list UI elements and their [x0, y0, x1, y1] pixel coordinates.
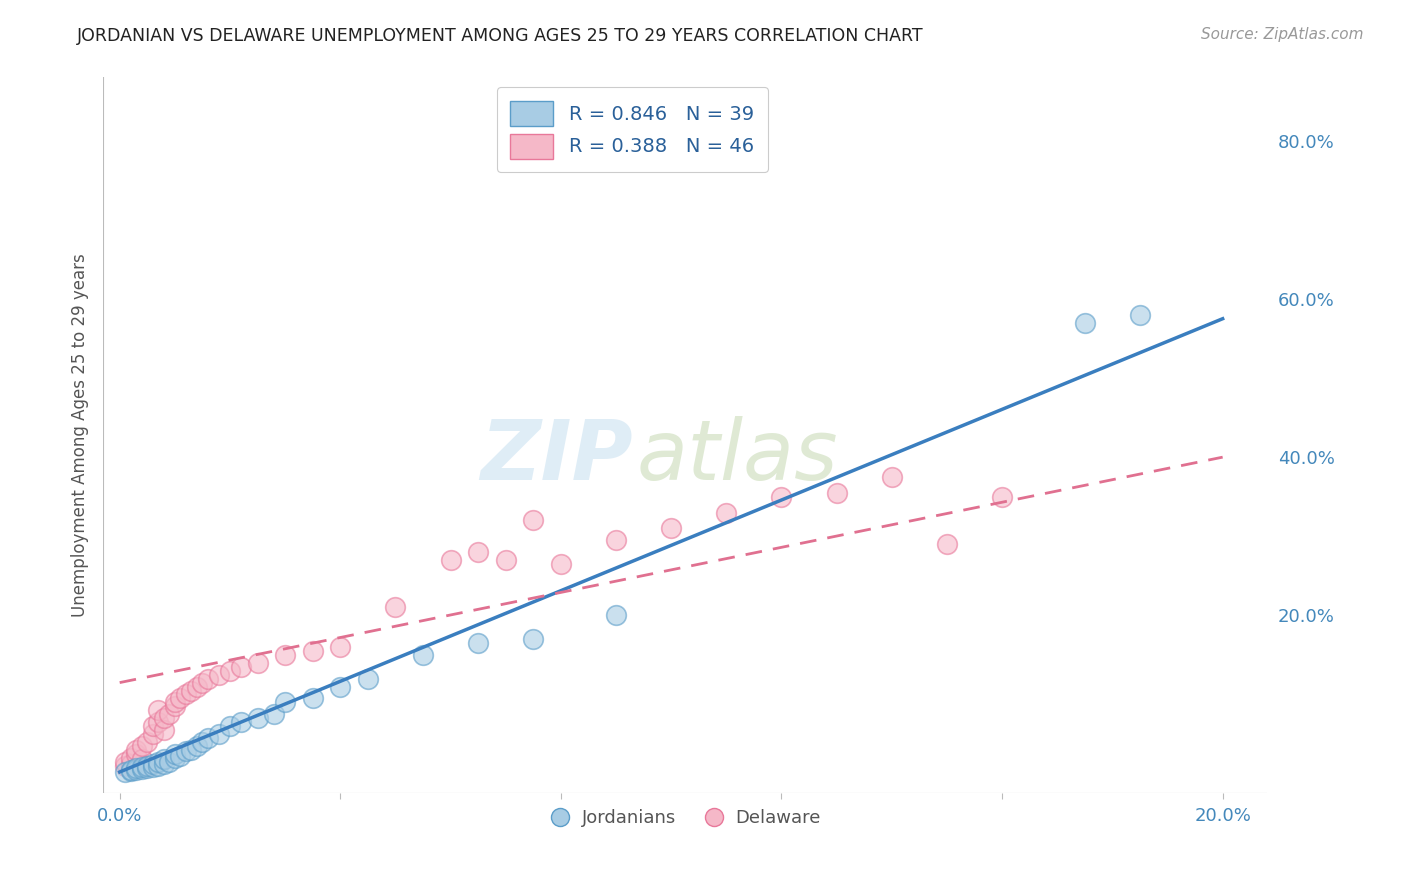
Point	[148, 755, 170, 769]
Point	[131, 762, 153, 776]
Point	[136, 758, 159, 772]
Point	[131, 760, 153, 774]
Point	[131, 739, 153, 753]
Point	[329, 680, 352, 694]
Point	[716, 506, 738, 520]
Point	[191, 735, 214, 749]
Point	[174, 688, 197, 702]
Point	[152, 757, 174, 772]
Point	[125, 764, 148, 778]
Point	[169, 749, 191, 764]
Point	[263, 707, 285, 722]
Point	[163, 695, 186, 709]
Point	[219, 664, 242, 678]
Point	[229, 660, 252, 674]
Point	[301, 644, 323, 658]
Point	[120, 763, 142, 777]
Point	[197, 731, 219, 745]
Point	[142, 757, 165, 772]
Point	[152, 723, 174, 737]
Point	[125, 761, 148, 775]
Point	[522, 513, 544, 527]
Point	[770, 490, 793, 504]
Point	[186, 680, 208, 694]
Point	[1074, 316, 1097, 330]
Point	[935, 537, 957, 551]
Point	[208, 667, 231, 681]
Point	[148, 703, 170, 717]
Point	[174, 744, 197, 758]
Point	[180, 683, 202, 698]
Point	[148, 715, 170, 730]
Point	[274, 648, 297, 662]
Text: atlas: atlas	[636, 417, 838, 498]
Point	[1129, 308, 1152, 322]
Point	[208, 727, 231, 741]
Point	[120, 764, 142, 779]
Point	[197, 672, 219, 686]
Point	[163, 699, 186, 714]
Point	[180, 743, 202, 757]
Point	[136, 758, 159, 772]
Point	[157, 707, 180, 722]
Point	[357, 672, 380, 686]
Text: Source: ZipAtlas.com: Source: ZipAtlas.com	[1201, 27, 1364, 42]
Point	[412, 648, 434, 662]
Point	[157, 755, 180, 769]
Point	[219, 719, 242, 733]
Text: JORDANIAN VS DELAWARE UNEMPLOYMENT AMONG AGES 25 TO 29 YEARS CORRELATION CHART: JORDANIAN VS DELAWARE UNEMPLOYMENT AMONG…	[77, 27, 924, 45]
Point	[131, 752, 153, 766]
Point	[142, 727, 165, 741]
Point	[125, 747, 148, 761]
Point	[136, 761, 159, 775]
Point	[120, 750, 142, 764]
Point	[384, 600, 406, 615]
Point	[274, 695, 297, 709]
Point	[467, 545, 489, 559]
Point	[301, 691, 323, 706]
Point	[659, 521, 682, 535]
Point	[439, 553, 461, 567]
Point	[605, 608, 627, 623]
Text: ZIP: ZIP	[479, 417, 633, 498]
Point	[142, 719, 165, 733]
Point	[991, 490, 1014, 504]
Point	[163, 750, 186, 764]
Point	[329, 640, 352, 654]
Point	[120, 757, 142, 772]
Point	[114, 758, 136, 772]
Point	[136, 735, 159, 749]
Point	[495, 553, 517, 567]
Point	[114, 764, 136, 779]
Point	[169, 691, 191, 706]
Point	[186, 739, 208, 753]
Point	[142, 760, 165, 774]
Point	[148, 758, 170, 772]
Point	[152, 711, 174, 725]
Point	[114, 755, 136, 769]
Point	[605, 533, 627, 548]
Y-axis label: Unemployment Among Ages 25 to 29 years: Unemployment Among Ages 25 to 29 years	[72, 253, 89, 617]
Point	[191, 675, 214, 690]
Point	[880, 470, 903, 484]
Point	[550, 557, 572, 571]
Point	[522, 632, 544, 646]
Point	[229, 715, 252, 730]
Legend: Jordanians, Delaware: Jordanians, Delaware	[541, 802, 828, 834]
Point	[467, 636, 489, 650]
Point	[825, 485, 848, 500]
Point	[125, 743, 148, 757]
Point	[246, 711, 269, 725]
Point	[163, 747, 186, 761]
Point	[246, 656, 269, 670]
Point	[152, 752, 174, 766]
